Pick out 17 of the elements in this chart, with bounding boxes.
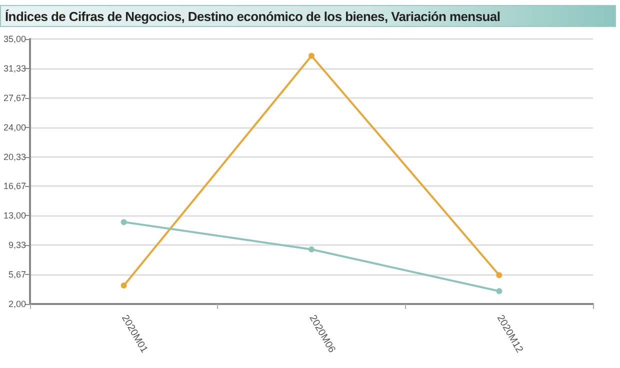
y-tick-label: 35,00 bbox=[3, 34, 26, 44]
y-tick-label: 16,67 bbox=[3, 181, 26, 192]
point bbox=[308, 52, 314, 59]
point bbox=[308, 246, 314, 252]
point bbox=[496, 288, 502, 294]
chart-title: Índices de Cifras de Negocios, Destino económico de los bienes, Variación mensual bbox=[0, 5, 616, 27]
point bbox=[120, 282, 127, 289]
y-tick-label: 31,33 bbox=[3, 63, 26, 74]
point bbox=[496, 272, 502, 278]
point bbox=[120, 219, 127, 226]
y-tick-label: 24,00 bbox=[3, 122, 26, 132]
y-tick-label: 13,00 bbox=[3, 210, 26, 221]
y-tick-label: 2,00 bbox=[8, 299, 26, 309]
y-tick-label: 9,33 bbox=[8, 240, 26, 250]
y-tick-label: 27,67 bbox=[3, 92, 26, 103]
y-tick-label: 20,33 bbox=[3, 152, 26, 162]
y-tick-label: 5,67 bbox=[8, 270, 26, 280]
